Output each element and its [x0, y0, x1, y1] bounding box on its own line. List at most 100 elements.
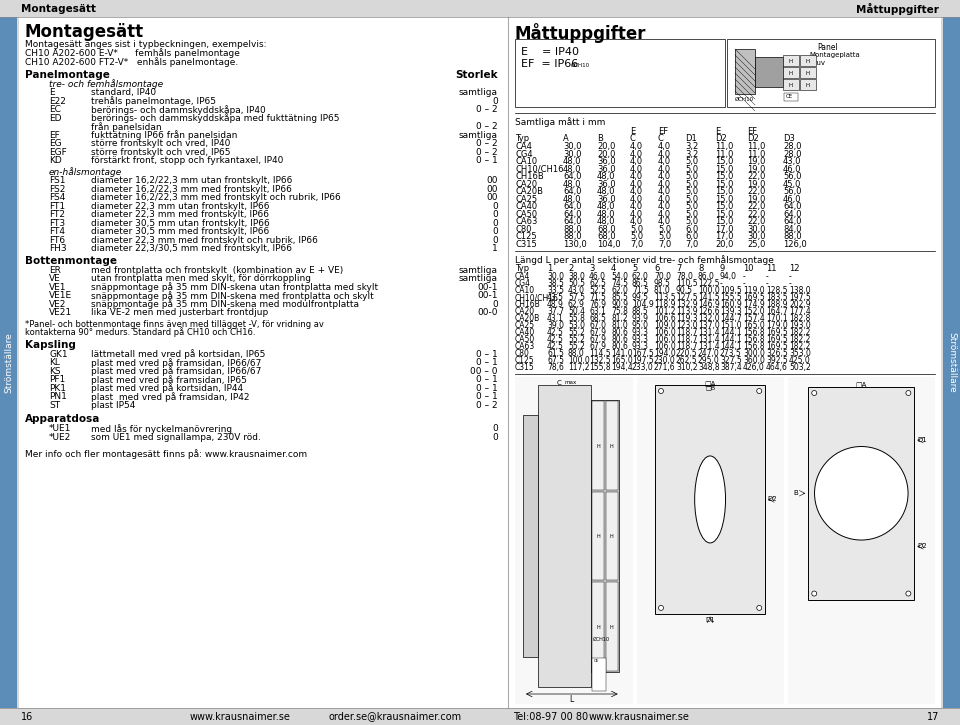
- Text: 00: 00: [487, 193, 498, 202]
- Text: -: -: [789, 279, 792, 288]
- Text: 88,0: 88,0: [563, 232, 582, 241]
- Text: 11,0: 11,0: [747, 142, 765, 151]
- Text: H: H: [789, 59, 793, 64]
- Text: 30,0: 30,0: [547, 272, 564, 281]
- Text: D2: D2: [715, 134, 727, 143]
- Text: H: H: [596, 625, 600, 630]
- Text: Montagesätt: Montagesätt: [21, 4, 96, 14]
- Text: 15,0: 15,0: [715, 194, 733, 204]
- Bar: [515, 39, 725, 107]
- Text: 42,5: 42,5: [547, 342, 564, 351]
- Text: www.krausnaimer.se: www.krausnaimer.se: [588, 711, 689, 721]
- Text: plast IP54: plast IP54: [91, 400, 135, 410]
- Text: 67,9: 67,9: [589, 335, 606, 344]
- Text: 48,0: 48,0: [597, 172, 615, 181]
- Text: 0 – 2: 0 – 2: [476, 147, 498, 157]
- Text: 00-0: 00-0: [477, 308, 498, 317]
- Text: 55,2: 55,2: [568, 328, 585, 337]
- Text: 54,0: 54,0: [611, 272, 628, 281]
- Text: A: A: [563, 134, 568, 143]
- Text: 70,0: 70,0: [654, 272, 671, 281]
- Text: 5,0: 5,0: [685, 202, 698, 211]
- Text: 20,0: 20,0: [597, 149, 615, 159]
- Text: 1: 1: [492, 244, 498, 253]
- Text: med lås för nyckelmanövrering: med lås för nyckelmanövrering: [91, 424, 232, 434]
- Text: 0: 0: [492, 227, 498, 236]
- Text: 118,7: 118,7: [676, 328, 698, 337]
- Text: 98,5: 98,5: [654, 279, 671, 288]
- Text: 144,1: 144,1: [720, 335, 742, 344]
- Text: H: H: [610, 444, 613, 449]
- Text: 30,0: 30,0: [563, 149, 582, 159]
- Text: 90,5: 90,5: [676, 286, 693, 295]
- Text: 20,0: 20,0: [715, 239, 733, 249]
- Text: D2: D2: [918, 544, 927, 550]
- Text: 247,0: 247,0: [698, 349, 720, 358]
- Text: H: H: [610, 534, 613, 539]
- Text: 157,4: 157,4: [743, 314, 765, 323]
- Text: 00 – 0: 00 – 0: [470, 367, 498, 376]
- Text: ER: ER: [49, 265, 60, 275]
- Text: 4,0: 4,0: [658, 210, 671, 218]
- Text: D1: D1: [685, 134, 697, 143]
- Text: 4,0: 4,0: [658, 187, 671, 196]
- Text: 106,0: 106,0: [654, 342, 676, 351]
- Text: 62,9: 62,9: [568, 300, 585, 309]
- Text: tre- och femhålsmontage: tre- och femhålsmontage: [49, 80, 163, 89]
- Text: 4,0: 4,0: [658, 180, 671, 189]
- Text: 7: 7: [676, 264, 682, 273]
- Text: 30,0: 30,0: [563, 142, 582, 151]
- Bar: [19, 17, 508, 708]
- Text: 48,0: 48,0: [563, 157, 582, 166]
- Text: 167,5: 167,5: [632, 349, 654, 358]
- Text: 62,0: 62,0: [611, 286, 628, 295]
- Text: 28,0: 28,0: [783, 149, 802, 159]
- Text: 11,0: 11,0: [747, 149, 765, 159]
- Text: CA63: CA63: [515, 217, 538, 226]
- Text: CH16B: CH16B: [515, 172, 543, 181]
- Text: CA20B: CA20B: [515, 187, 543, 196]
- Text: 0 – 1: 0 – 1: [476, 392, 498, 401]
- Text: E    = IP40: E = IP40: [521, 47, 579, 57]
- Text: -: -: [743, 279, 746, 288]
- Text: 64,0: 64,0: [783, 210, 802, 218]
- Text: 38,0: 38,0: [568, 272, 585, 281]
- Text: 5,0: 5,0: [685, 172, 698, 181]
- Text: 19,0: 19,0: [747, 194, 765, 204]
- Text: större frontskylt och vred, IP65: större frontskylt och vred, IP65: [91, 147, 230, 157]
- Text: CE: CE: [593, 659, 599, 663]
- Bar: [538, 385, 591, 687]
- Text: 48,0: 48,0: [563, 194, 582, 204]
- Text: 43,5: 43,5: [547, 293, 564, 302]
- Text: 15,0: 15,0: [715, 210, 733, 218]
- Text: lika VE-2 men med justerbart frontdjup: lika VE-2 men med justerbart frontdjup: [91, 308, 268, 317]
- Bar: [735, 49, 755, 94]
- Text: EF: EF: [747, 127, 757, 136]
- Text: 109,0: 109,0: [654, 321, 676, 330]
- Text: 63,1: 63,1: [589, 307, 606, 316]
- Text: diameter 30,5 mm med frontskylt, IP66: diameter 30,5 mm med frontskylt, IP66: [91, 227, 269, 236]
- Text: 00-1: 00-1: [477, 291, 498, 300]
- Text: 233,0: 233,0: [632, 363, 654, 372]
- Text: 7,0: 7,0: [658, 239, 671, 249]
- Text: 5,0: 5,0: [685, 187, 698, 196]
- Text: snäppmontage på 35 mm DIN-skena med modulfrontplatta: snäppmontage på 35 mm DIN-skena med modu…: [91, 299, 359, 310]
- Text: D3: D3: [783, 134, 795, 143]
- Bar: [606, 401, 617, 489]
- Text: 0: 0: [492, 299, 498, 309]
- Text: 15,0: 15,0: [715, 165, 733, 173]
- Text: 15,0: 15,0: [715, 172, 733, 181]
- Text: PK1: PK1: [49, 384, 66, 392]
- Text: D1: D1: [918, 437, 927, 443]
- Text: 4,0: 4,0: [630, 157, 643, 166]
- Text: 42,5: 42,5: [547, 335, 564, 344]
- Text: diameter 22,3 mm med frontskylt, IP66: diameter 22,3 mm med frontskylt, IP66: [91, 210, 269, 219]
- Text: 90,9: 90,9: [611, 300, 628, 309]
- Text: 182,2: 182,2: [789, 342, 810, 351]
- Bar: [523, 415, 538, 657]
- Text: KL: KL: [49, 358, 60, 367]
- Text: 271,6: 271,6: [654, 363, 676, 372]
- Text: 6: 6: [654, 264, 660, 273]
- Text: 45,0: 45,0: [783, 180, 802, 189]
- Text: med frontplatta och frontskylt  (kombination av E + VE): med frontplatta och frontskylt (kombinat…: [91, 265, 344, 275]
